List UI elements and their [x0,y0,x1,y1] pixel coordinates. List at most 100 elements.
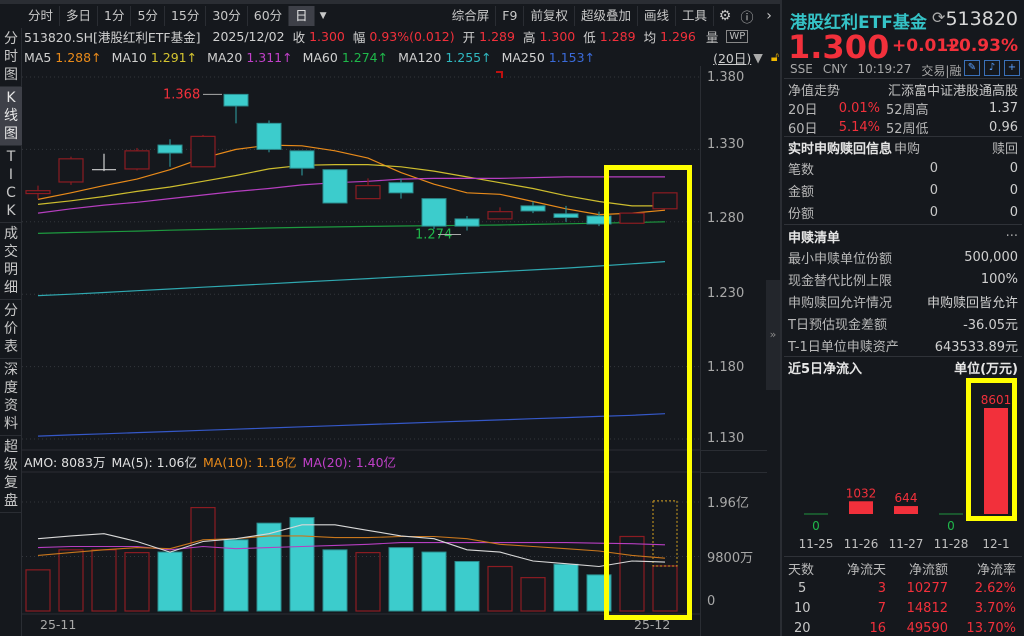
composite-screen-button[interactable]: 综合屏 [446,6,497,26]
open-value: 1.289 [479,28,515,44]
fund-name: 港股红利ETF基金 [790,13,927,33]
vol-ma20-value: MA(20): 1.40亿 [302,455,397,470]
draw-line-button[interactable]: 画线 [638,6,676,26]
svg-text:11-28: 11-28 [934,537,969,551]
list-row-label: T日预估现金差额 [788,317,887,333]
period-tab-daily[interactable]: 日 [289,6,315,26]
date-axis-label: 25-12 [634,617,671,632]
price-axis: 1.380 1.330 1.280 1.230 1.180 1.130 1.96… [700,66,767,636]
quote-actions: ✎ ♪ + [960,60,1020,76]
low-label: 低 [583,29,596,45]
netflow-unit: 单位(万元) [954,361,1018,377]
inflow-amount-cell: 10277 [906,580,948,596]
forward-adjust-button[interactable]: 前复权 [524,6,575,26]
ma60-value: 1.274↑ [341,49,389,65]
list-row-label: 现金替代比例上限 [788,273,893,289]
subscribe-value: 0 [929,204,938,220]
chevron-right-icon[interactable]: › [766,8,772,24]
netflow-bar-chart: 0 11-25 1032 11-26 644 11-27 0 11-28 8601 12-1 [799,393,1012,551]
creation-list-title: 申赎清单 [788,230,841,246]
quote-meta: SSE CNY 10:19:27 交易|融 [790,62,971,79]
ma-period-select[interactable]: (20日) [713,50,752,66]
help-icon[interactable]: ⓘ [740,10,754,26]
svg-text:1032: 1032 [846,486,877,500]
redeem-value: 0 [1009,182,1018,198]
netflow-table-row: 20 16 49590 13.70% [788,618,1018,636]
list-row-label: 最小申赎单位份额 [788,251,893,267]
tools-button[interactable]: 工具 [676,6,714,26]
amp-value: 0.93%(0.012) [369,28,455,44]
realtime-row: 笔数 0 0 [788,158,1018,178]
period-tab-intraday[interactable]: 分时 [22,6,61,26]
col-header: 净流率 [976,562,1016,578]
super-overlay-button[interactable]: 超级叠加 [575,6,638,26]
netflow-header: 近5日净流入 单位(万元) [788,357,1018,377]
sync-icon[interactable]: ⟳ [932,8,946,27]
period-dropdown-icon[interactable]: ▼ [319,11,327,21]
period-tab-15min[interactable]: 15分 [165,6,207,26]
bell-icon[interactable]: ♪ [984,60,1000,76]
gear-icon[interactable]: ⚙ [718,8,732,24]
nav-row: 60日 5.14% 52周低 0.96 [788,117,1018,137]
inflow-days-cell: 3 [877,580,886,596]
inflow-rate-cell: 2.62% [974,580,1016,596]
volume-toggle-icon[interactable]: 量 [705,29,719,45]
volume-legend: AMO: 8083万 MA(5): 1.06亿 MA(10): 1.16亿 MA… [24,452,402,470]
unlock-icon[interactable]: 🔓︎ [770,49,779,64]
svg-text:0: 0 [812,519,820,533]
fund-code: 513820 [945,8,1018,30]
edit-icon[interactable]: ✎ [964,60,980,76]
price-axis-label: 1.230 [707,286,745,301]
more-button[interactable]: ··· [1005,228,1018,244]
svg-text:11-27: 11-27 [889,537,924,551]
period-select-dropdown-icon[interactable]: ▼ [753,49,763,65]
inflow-rate-cell: 13.70% [966,620,1016,636]
trading-tag: 交易|融 [921,64,962,78]
side-tab-price-table[interactable]: 分价表 [0,300,22,359]
side-tab-trade-details[interactable]: 成交明细 [0,223,22,300]
nav-trend-label: 净值走势 [788,83,841,99]
period-tab-5min[interactable]: 5分 [131,6,165,26]
quote-info-bar: 513820.SH[港股红利ETF基金] 2025/12/02 收 1.300 幅… [24,27,779,45]
svg-text:0: 0 [947,519,955,533]
ma20-label: MA20 [207,49,243,65]
panel-divider[interactable] [780,0,782,636]
period-tab-60min[interactable]: 60分 [248,6,290,26]
close-label: 收 [292,29,306,45]
netflow-table: 天数 净流天 净流额 净流率 5 3 10277 2.62% 10 7 1481… [788,558,1018,636]
side-tab-intraday-chart[interactable]: 分时图 [0,28,22,87]
volume-axis-label: 0 [707,594,716,609]
creation-list-row: T日预估现金差额 -36.05元 [788,313,1018,333]
kline-chart[interactable]: 1.368 1.274 [22,66,700,636]
volume-axis-label: 9800万 [707,551,754,566]
ma60-label: MA60 [302,49,338,65]
redeem-value: 0 [1009,160,1018,176]
period-tab-multiday[interactable]: 多日 [60,6,99,26]
svg-text:12-1: 12-1 [982,537,1009,551]
avg-label: 均 [643,29,657,45]
collapse-panel-handle[interactable]: » [766,280,780,390]
netflow-table-row: 5 3 10277 2.62% [788,578,1018,598]
side-tab-depth-data[interactable]: 深度资料 [0,359,22,436]
svg-text:11-25: 11-25 [799,537,834,551]
svg-text:11-26: 11-26 [844,537,879,551]
ma-legend-bar: MA5 1.288↑ MA10 1.291↑ MA20 1.311↑ MA60 1.27… [24,48,779,66]
high-value: 1.300 [539,28,576,44]
wp-monitor-icon[interactable]: WP [726,29,749,43]
f9-button[interactable]: F9 [496,6,525,26]
subscribe-value: 0 [929,160,938,176]
add-icon[interactable]: + [1004,60,1020,76]
period-tab-30min[interactable]: 30分 [206,6,248,26]
col-header: 天数 [788,562,815,578]
period-tab-1min[interactable]: 1分 [98,6,132,26]
close-value: 1.300 [309,28,345,44]
price-axis-label: 1.130 [707,431,745,446]
side-tab-super-review[interactable]: 超级复盘 [0,436,22,513]
volume-axis-label: 1.96亿 [707,496,749,511]
price-change-pct: +0.93% [944,36,1018,56]
quote-side-panel: 港股红利ETF基金 ⟳ 513820 1.300 +0.012 +0.93% S… [782,0,1024,636]
redeem-value: 0 [1009,204,1018,220]
